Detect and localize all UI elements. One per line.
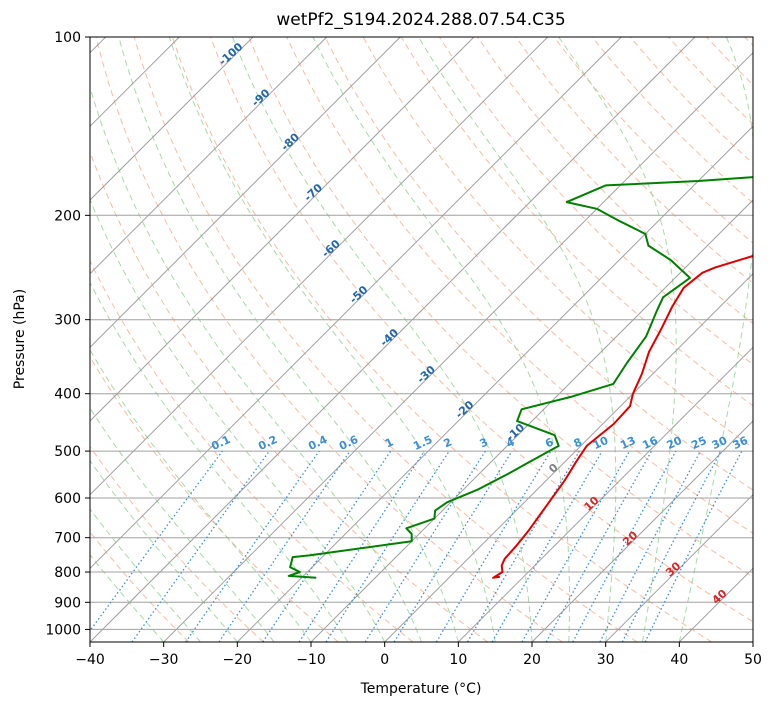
isotherm-line — [90, 37, 696, 642]
dry-adiabat-line — [248, 37, 753, 578]
isotherm-line — [90, 37, 328, 275]
y-tick-label: 900 — [54, 595, 81, 611]
y-tick-label: 600 — [54, 491, 81, 507]
isotherm-line — [90, 37, 401, 349]
plot-frame — [89, 36, 754, 643]
mixing-ratio-line — [218, 450, 351, 642]
isotherm-line — [90, 37, 549, 496]
dry-adiabat-line — [90, 259, 414, 642]
y-tick-label: 700 — [54, 531, 81, 547]
isotherm-line — [236, 125, 753, 642]
x-tick-label: −30 — [149, 652, 179, 668]
mixing-ratio-label: 16 — [640, 434, 660, 452]
moist-adiabat-line — [678, 37, 753, 642]
y-tick-label: 500 — [54, 444, 81, 460]
y-tick-label: 400 — [54, 387, 81, 403]
dry-adiabat-line — [90, 445, 264, 642]
dewpoint-trace — [287, 176, 753, 579]
moist-adiabat-line — [418, 37, 617, 642]
mixing-ratio-line — [131, 450, 270, 642]
dry-adiabat-line — [515, 37, 753, 284]
x-tick-label: −10 — [296, 652, 326, 668]
temperature-trace — [492, 254, 753, 579]
sounding-traces — [287, 176, 753, 579]
mixing-ratio-line — [393, 450, 513, 642]
isotherm-line — [605, 493, 753, 642]
isotherm-line — [531, 420, 753, 642]
isotherm-line — [90, 37, 475, 422]
x-tick-label: 0 — [380, 652, 389, 668]
y-tick-label: 100 — [54, 30, 81, 46]
isotherm-line — [90, 37, 622, 570]
mixing-ratio-line — [262, 450, 392, 642]
moist-adiabat-line — [90, 508, 201, 642]
plot-area: 0.1 0.2 0.4 0.6 1 1.5 2 3 4 6 8 10 13 16 20 25 30 36-100-… — [90, 37, 753, 642]
moist-adiabat-line — [90, 281, 349, 642]
y-tick-label: 1000 — [45, 622, 81, 638]
dry-adiabat-line — [286, 37, 753, 534]
x-tick-label: 50 — [744, 652, 762, 668]
x-tick-label: 30 — [597, 652, 615, 668]
mixing-ratio-label: 25 — [689, 434, 708, 452]
y-axis-label: Pressure (hPa) — [12, 289, 28, 389]
x-tick-label: −40 — [75, 652, 105, 668]
isotherm-line — [163, 51, 753, 642]
isotherms — [90, 37, 753, 642]
isobars — [90, 37, 753, 630]
dry-adiabat-line — [95, 37, 563, 642]
mixing-ratio-line — [298, 450, 425, 642]
axes-overlay: −40 −30 −20 −10 0 10 20 30 40 50 100 200 300 400 500 60… — [45, 30, 762, 668]
mixing-ratio-label: 13 — [618, 434, 637, 452]
chart-title: wetPf2_S194.2024.288.07.54.C35 — [276, 10, 565, 30]
dry-adiabat-line — [90, 356, 339, 642]
mixing-ratio-line — [545, 450, 653, 642]
mixing-ratio-label: 36 — [731, 434, 751, 452]
isotherm-line — [384, 272, 753, 642]
mixing-ratio-line — [644, 450, 743, 642]
mixing-ratio-line — [90, 450, 223, 632]
y-axis: 100 200 300 400 500 600 700 800 900 1000 — [45, 30, 90, 638]
x-tick-label: 10 — [449, 652, 467, 668]
x-tick-label: 20 — [523, 652, 541, 668]
moist-adiabat-line — [168, 37, 496, 642]
dry-adiabat-line — [133, 37, 638, 642]
x-tick-label: −20 — [223, 652, 253, 668]
mixing-ratio-line — [325, 450, 450, 642]
moist-adiabat-line — [90, 85, 422, 642]
mixing-ratio-line — [572, 450, 677, 642]
moist-adiabat-line — [90, 407, 275, 642]
mixing-ratio-line — [185, 450, 320, 642]
y-tick-label: 300 — [54, 313, 81, 329]
dry-adiabat-line — [171, 37, 712, 642]
mixing-ratio-line — [521, 450, 631, 642]
moist-adiabat-line — [90, 459, 238, 642]
moist-adiabat-line — [558, 37, 677, 642]
y-tick-label: 800 — [54, 565, 81, 581]
y-tick-label: 200 — [54, 208, 81, 224]
mixing-ratio-label: 20 — [665, 434, 685, 452]
isotherm-line — [457, 346, 753, 642]
mixing-ratio-lines: 0.1 0.2 0.4 0.6 1 1.5 2 3 4 6 8 10 13 16 20 25 30 36 — [90, 433, 751, 642]
moist-adiabat-line — [231, 37, 533, 642]
mixing-ratio-label: 30 — [710, 434, 730, 452]
dry-adiabat-line — [324, 37, 753, 491]
x-axis: −40 −30 −20 −10 0 10 20 30 40 50 — [75, 642, 762, 668]
moist-adiabat-line — [90, 554, 165, 642]
x-axis-label: Temperature (°C) — [360, 681, 482, 697]
isotherm-line — [90, 37, 254, 201]
x-tick-label: 40 — [670, 652, 688, 668]
moist-adiabat-line — [90, 198, 386, 642]
